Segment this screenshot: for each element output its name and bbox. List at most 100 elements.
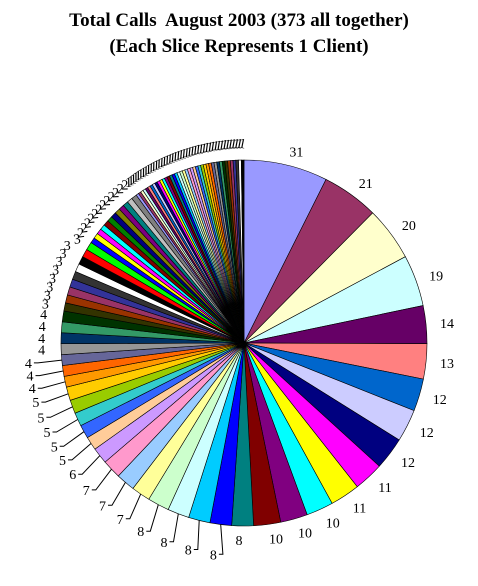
slice-label-51: 2 xyxy=(99,198,107,213)
slice-label-27: 5 xyxy=(37,411,44,426)
slice-label-15: 8 xyxy=(236,534,243,549)
slice-label-62: 1 xyxy=(137,168,144,183)
slice-label-93: 1 xyxy=(223,137,232,153)
leader-line-30 xyxy=(35,370,64,377)
slice-label-12: 10 xyxy=(326,516,340,531)
slice-label-57: 1 xyxy=(125,176,132,191)
slice-label-80: 1 xyxy=(185,145,194,161)
slice-label-37: 3 xyxy=(44,289,51,304)
leader-line-26 xyxy=(52,419,78,433)
leader-line-17 xyxy=(193,520,200,550)
leader-line-18 xyxy=(169,513,179,543)
slice-label-83: 1 xyxy=(194,143,203,159)
leader-line-21 xyxy=(108,482,126,506)
slice-label-22: 7 xyxy=(83,484,90,499)
slice-label-9: 12 xyxy=(401,456,415,471)
slice-label-17: 8 xyxy=(185,544,192,559)
slice-label-77: 1 xyxy=(177,148,185,164)
slice-label-13: 10 xyxy=(298,527,312,542)
slice-label-68: 1 xyxy=(152,159,160,174)
slice-label-67: 1 xyxy=(150,160,158,175)
slice-label-18: 8 xyxy=(161,536,168,551)
leader-line-28 xyxy=(41,393,69,403)
slice-label-97: 1 xyxy=(234,137,244,153)
slice-label-54: 2 xyxy=(112,186,120,201)
slice-label-43: 3 xyxy=(64,239,71,254)
slice-label-39: 3 xyxy=(49,272,56,287)
leader-line-31 xyxy=(33,359,62,364)
slice-label-61: 1 xyxy=(135,169,142,184)
leader-line-24 xyxy=(68,443,92,461)
slice-label-1: 31 xyxy=(289,145,303,160)
slice-label-40: 3 xyxy=(52,263,59,278)
slice-label-73: 1 xyxy=(166,152,174,167)
chart-title-line-2: (Each Slice Represents 1 Client) xyxy=(109,36,369,57)
leader-line-16 xyxy=(218,524,224,555)
pie-slice-labels: 3121201914131212121111101010888887776555… xyxy=(25,136,454,563)
slice-label-35: 4 xyxy=(40,308,47,323)
slice-label-29: 4 xyxy=(29,382,36,397)
slice-label-48: 2 xyxy=(87,212,96,228)
slice-label-19: 8 xyxy=(137,525,144,540)
slice-label-41: 3 xyxy=(56,255,63,270)
slice-label-95: 1 xyxy=(228,137,238,153)
leader-line-25 xyxy=(59,431,85,447)
slice-label-76: 1 xyxy=(174,149,182,165)
slice-label-45: 2 xyxy=(76,226,85,242)
slice-label-66: 1 xyxy=(147,161,154,176)
slice-label-2: 21 xyxy=(359,177,373,192)
slice-label-63: 1 xyxy=(140,166,147,181)
slice-label-24: 5 xyxy=(59,454,66,469)
leader-line-29 xyxy=(37,381,66,389)
slice-label-96: 1 xyxy=(231,137,241,153)
slice-label-6: 13 xyxy=(440,357,454,372)
slice-label-58: 1 xyxy=(127,174,134,189)
slice-label-82: 1 xyxy=(191,143,200,159)
slice-label-21: 7 xyxy=(99,499,106,514)
slice-label-69: 1 xyxy=(155,157,163,172)
slice-label-84: 1 xyxy=(196,142,205,158)
slice-label-38: 3 xyxy=(46,280,53,295)
slice-label-75: 1 xyxy=(171,150,179,165)
slice-label-59: 1 xyxy=(130,172,137,187)
slice-label-36: 3 xyxy=(42,298,49,313)
slice-label-7: 12 xyxy=(433,393,447,408)
slice-label-4: 19 xyxy=(429,270,443,285)
slice-label-86: 1 xyxy=(202,141,211,157)
slice-label-81: 1 xyxy=(188,144,197,160)
leader-line-27 xyxy=(46,406,73,418)
slice-label-25: 5 xyxy=(51,440,58,455)
slice-label-44: 3 xyxy=(73,232,82,248)
slice-label-16: 8 xyxy=(210,548,217,563)
slice-label-56: 2 xyxy=(121,179,128,194)
slice-label-46: 2 xyxy=(80,221,89,237)
leader-line-22 xyxy=(91,468,112,491)
slice-label-33: 4 xyxy=(38,332,45,347)
pie-slice-98 xyxy=(240,159,245,344)
slice-label-32: 4 xyxy=(38,344,45,359)
slice-label-90: 1 xyxy=(214,139,223,155)
slice-label-91: 1 xyxy=(217,138,226,154)
slice-label-87: 1 xyxy=(205,140,214,156)
slice-label-53: 2 xyxy=(107,190,115,205)
slice-label-92: 1 xyxy=(220,138,229,154)
pie-leader-lines xyxy=(33,359,224,555)
slice-label-94: 1 xyxy=(225,137,235,153)
slice-label-8: 12 xyxy=(420,426,434,441)
slice-label-26: 5 xyxy=(44,426,51,441)
slice-label-10: 11 xyxy=(378,481,391,496)
slice-label-3: 20 xyxy=(402,219,416,234)
slice-label-11: 11 xyxy=(353,501,366,516)
slice-label-65: 1 xyxy=(145,163,152,178)
slice-label-47: 2 xyxy=(83,216,92,232)
slice-label-85: 1 xyxy=(199,141,208,157)
slice-label-74: 1 xyxy=(168,151,176,166)
slice-label-34: 4 xyxy=(39,320,46,335)
slice-label-71: 1 xyxy=(160,155,168,170)
chart-title-line-1: Total Calls August 2003 (373 all togethe… xyxy=(69,10,409,31)
leader-line-23 xyxy=(78,455,101,475)
slice-label-5: 14 xyxy=(440,317,454,332)
slice-label-79: 1 xyxy=(182,146,190,162)
chart-title: Total Calls August 2003 (373 all togethe… xyxy=(0,8,478,60)
